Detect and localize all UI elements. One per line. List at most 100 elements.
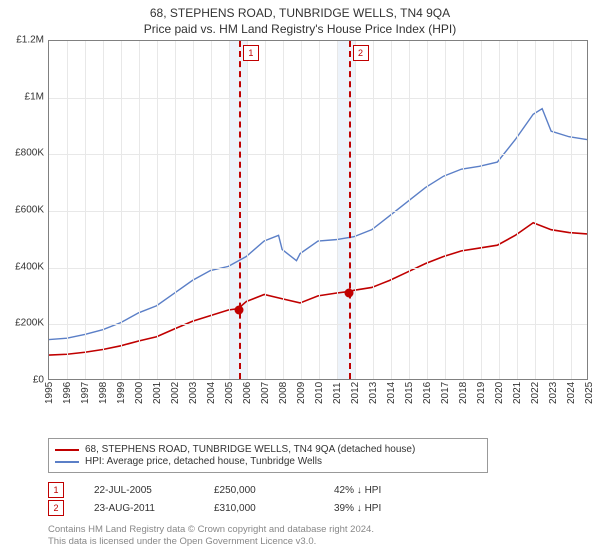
gridline-v [463, 41, 464, 379]
gridline-h [49, 211, 587, 212]
legend: 68, STEPHENS ROAD, TUNBRIDGE WELLS, TN4 … [48, 438, 488, 473]
y-tick-label: £600K [15, 205, 44, 216]
gridline-v [265, 41, 266, 379]
footer-line-2: This data is licensed under the Open Gov… [48, 536, 374, 548]
event-line [239, 41, 241, 379]
event-date: 23-AUG-2011 [94, 503, 184, 514]
x-tick-label: 2000 [134, 382, 145, 404]
series-hpi [49, 109, 587, 340]
x-tick-label: 2023 [548, 382, 559, 404]
x-tick-label: 2015 [404, 382, 415, 404]
gridline-v [247, 41, 248, 379]
series-marker [234, 306, 243, 315]
x-tick-label: 2019 [476, 382, 487, 404]
event-row: 1 22-JUL-2005 £250,000 42% ↓ HPI [48, 482, 548, 498]
x-tick-label: 2011 [332, 382, 343, 404]
y-tick-label: £1.2M [16, 35, 44, 46]
x-tick-label: 2007 [260, 382, 271, 404]
event-line-label: 1 [243, 45, 259, 61]
footer: Contains HM Land Registry data © Crown c… [48, 524, 374, 549]
gridline-v [139, 41, 140, 379]
series-property [49, 223, 587, 355]
title-main: 68, STEPHENS ROAD, TUNBRIDGE WELLS, TN4 … [0, 6, 600, 20]
gridline-v [229, 41, 230, 379]
gridline-v [517, 41, 518, 379]
x-tick-label: 2016 [422, 382, 433, 404]
chart: £0£200K£400K£600K£800K£1M£1.2M 12 199519… [0, 40, 600, 400]
gridline-v [337, 41, 338, 379]
legend-item: HPI: Average price, detached house, Tunb… [55, 456, 481, 467]
event-line-label: 2 [353, 45, 369, 61]
x-tick-label: 2004 [206, 382, 217, 404]
gridline-v [103, 41, 104, 379]
legend-item: 68, STEPHENS ROAD, TUNBRIDGE WELLS, TN4 … [55, 444, 481, 455]
gridline-v [319, 41, 320, 379]
y-tick-label: £800K [15, 148, 44, 159]
gridline-v [391, 41, 392, 379]
event-price: £310,000 [214, 503, 304, 514]
x-tick-label: 2006 [242, 382, 253, 404]
legend-swatch [55, 449, 79, 451]
gridline-v [373, 41, 374, 379]
event-row: 223-AUG-2011£310,00039% ↓ HPI [48, 500, 548, 516]
x-tick-label: 1999 [116, 382, 127, 404]
event-delta: 39% ↓ HPI [334, 503, 424, 514]
gridline-h [49, 268, 587, 269]
gridline-v [193, 41, 194, 379]
y-axis: £0£200K£400K£600K£800K£1M£1.2M [0, 40, 48, 380]
x-tick-label: 2002 [170, 382, 181, 404]
x-tick-label: 2018 [458, 382, 469, 404]
gridline-h [49, 324, 587, 325]
x-tick-label: 2022 [530, 382, 541, 404]
legend-label: 68, STEPHENS ROAD, TUNBRIDGE WELLS, TN4 … [85, 444, 415, 455]
x-tick-label: 2003 [188, 382, 199, 404]
gridline-v [67, 41, 68, 379]
x-tick-label: 2013 [368, 382, 379, 404]
events-table: 122-JUL-2005£250,00042% ↓ HPI223-AUG-201… [48, 480, 548, 518]
x-tick-label: 2009 [296, 382, 307, 404]
series-lines [49, 41, 587, 379]
x-tick-label: 1998 [98, 382, 109, 404]
footer-line-1: Contains HM Land Registry data © Crown c… [48, 524, 374, 536]
x-tick-label: 2012 [350, 382, 361, 404]
x-tick-label: 2021 [512, 382, 523, 404]
gridline-h [49, 98, 587, 99]
x-tick-label: 2005 [224, 382, 235, 404]
x-tick-label: 2008 [278, 382, 289, 404]
legend-label: HPI: Average price, detached house, Tunb… [85, 456, 322, 467]
gridline-v [571, 41, 572, 379]
gridline-v [535, 41, 536, 379]
x-tick-label: 2001 [152, 382, 163, 404]
gridline-v [553, 41, 554, 379]
event-line [349, 41, 351, 379]
x-axis: 1995199619971998199920002001200220032004… [48, 380, 588, 400]
y-tick-label: £400K [15, 261, 44, 272]
event-badge: 1 [48, 482, 64, 498]
chart-titles: 68, STEPHENS ROAD, TUNBRIDGE WELLS, TN4 … [0, 0, 600, 36]
legend-swatch [55, 461, 79, 463]
x-tick-label: 1997 [80, 382, 91, 404]
gridline-v [157, 41, 158, 379]
x-tick-label: 2025 [584, 382, 595, 404]
x-tick-label: 1995 [44, 382, 55, 404]
x-tick-label: 2020 [494, 382, 505, 404]
event-date: 22-JUL-2005 [94, 485, 184, 496]
y-tick-label: £0 [33, 375, 44, 386]
gridline-v [121, 41, 122, 379]
event-price: £250,000 [214, 485, 304, 496]
gridline-v [427, 41, 428, 379]
title-sub: Price paid vs. HM Land Registry's House … [0, 22, 600, 36]
y-tick-label: £200K [15, 318, 44, 329]
gridline-v [499, 41, 500, 379]
y-tick-label: £1M [25, 91, 44, 102]
x-tick-label: 2014 [386, 382, 397, 404]
x-tick-label: 2010 [314, 382, 325, 404]
x-tick-label: 2017 [440, 382, 451, 404]
gridline-v [211, 41, 212, 379]
plot-area: 12 [48, 40, 588, 380]
event-delta: 42% ↓ HPI [334, 485, 424, 496]
gridline-v [283, 41, 284, 379]
gridline-v [481, 41, 482, 379]
gridline-v [301, 41, 302, 379]
x-tick-label: 1996 [62, 382, 73, 404]
